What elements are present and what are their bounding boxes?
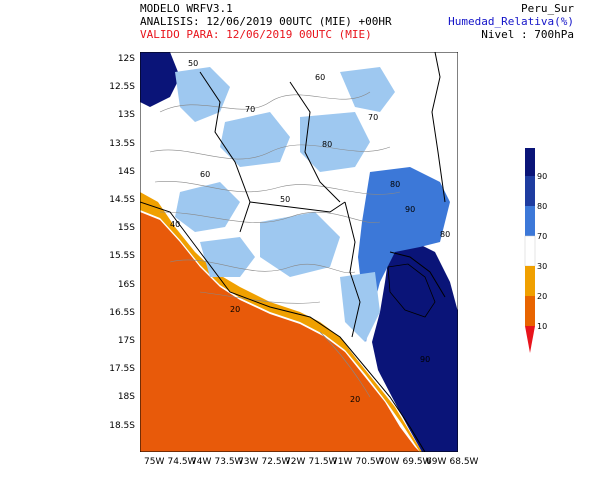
colorbar-90 [525,148,535,176]
longitude-tick-label: 68.5W [449,457,479,467]
latitude-tick-label: 18.5S [109,420,135,431]
longitude-tick-label: 72W [285,457,306,467]
contour-label-group: 50 70 60 70 80 80 90 40 20 20 80 90 60 5… [170,59,450,404]
contour-label: 90 [405,205,415,214]
contour-label: 70 [368,113,378,122]
colorbar-30 [525,266,535,296]
longitude-tick-label: 71.5W [308,457,338,467]
latitude-tick-label: 13.5S [109,138,135,149]
colorbar-80 [525,176,535,206]
longitude-tick-label: 73W [238,457,259,467]
colorbar-label-70: 70 [537,232,548,241]
latitude-tick-label: 14S [117,166,135,177]
contour-label: 40 [170,220,180,229]
contour-label: 70 [245,105,255,114]
longitude-tick-label: 72.5W [261,457,291,467]
lake-titicaca [387,263,436,318]
humidity-contours [149,91,401,398]
humidity-map: 50 70 60 70 80 80 90 40 20 20 80 90 60 5… [140,52,458,452]
model-title: MODELO WRFV3.1 [140,2,233,15]
colorbar-label-80: 80 [537,202,548,211]
analysis-time: ANALISIS: 12/06/2019 00UTC (MIE) +00HR [140,15,392,28]
contour-label: 50 [280,195,290,204]
valid-time: VALIDO PARA: 12/06/2019 00UTC (MIE) [140,28,372,41]
colorbar-70 [525,206,535,236]
longitude-tick-label: 75W [144,457,165,467]
longitude-tick-label: 74W [191,457,212,467]
latitude-tick-label: 14.5S [109,195,135,205]
latitude-tick-label: 13S [117,110,135,121]
latitude-tick-label: 17.5S [109,364,135,375]
moist-mid-region [358,167,450,342]
contour-label: 50 [188,59,198,68]
contour-label: 20 [350,395,360,404]
colorbar [520,148,580,358]
colorbar-label-90: 90 [537,172,548,181]
longitude-tick-label: 74.5W [167,457,197,467]
colorbar-label-10: 10 [537,322,548,331]
contour-label: 80 [440,230,450,239]
contour-label: 90 [420,355,430,364]
coast-orange-band [140,192,422,452]
longitude-tick-label: 70.5W [355,457,385,467]
moist-mid-region-2 [140,52,180,107]
moist-light-patches [175,67,395,342]
longitude-tick-label: 69.5W [402,457,432,467]
longitude-tick-label: 70W [379,457,400,467]
contour-label: 80 [322,140,332,149]
colorbar-white [524,235,536,267]
colorbar-bottom-arrow [525,326,535,353]
moist-dark-region [372,242,458,452]
latitude-tick-label: 16.5S [109,307,135,318]
latitude-tick-label: 17S [117,336,135,346]
latitude-tick-label: 18S [117,392,135,403]
latitude-tick-label: 12S [117,54,135,64]
latitude-tick-label: 15S [117,223,135,234]
longitude-tick-label: 73.5W [214,457,244,467]
region-name: Peru_Sur [521,2,574,15]
contour-label: 80 [390,180,400,189]
colorbar-20 [525,296,535,326]
longitude-tick-label: 71W [332,457,353,467]
variable-name: Humedad_Relativa(%) [448,15,574,28]
dry-ocean-region [140,212,420,452]
colorbar-label-30: 30 [537,262,548,271]
latitude-tick-label: 12.5S [109,82,135,93]
latitude-tick-label: 15.5S [109,251,135,262]
political-borders [140,52,446,452]
longitude-tick-label: 69W [426,457,447,467]
contour-label: 60 [200,170,210,179]
pressure-level: Nivel : 700hPa [481,28,574,41]
contour-label: 20 [230,305,240,314]
colorbar-label-20: 20 [537,292,548,301]
contour-label: 60 [315,73,325,82]
latitude-tick-label: 16S [117,279,135,290]
